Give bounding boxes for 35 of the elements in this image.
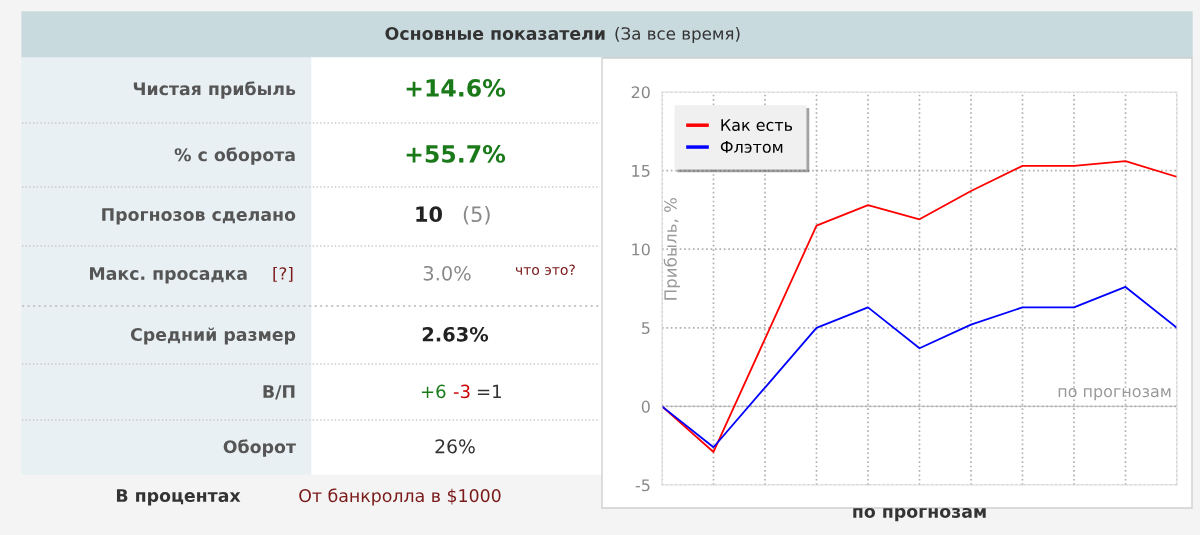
text: Оборот <box>223 439 296 457</box>
text: В/П <box>263 385 295 400</box>
text: +14.6% <box>406 78 506 97</box>
x-axis-title: по прогнозам <box>853 507 986 522</box>
y-tick-label: 5 <box>641 322 650 335</box>
text: =1 <box>477 384 501 398</box>
annotation: по прогнозам <box>1058 388 1171 401</box>
y-axis-title: Прибыль, % <box>663 197 681 300</box>
text: Средний размер <box>130 327 296 345</box>
text: 3.0% <box>423 265 471 281</box>
y-tick-label: 20 <box>631 86 650 99</box>
legend-label: Как есть <box>721 119 793 132</box>
text: 2.63% <box>422 326 489 342</box>
text: 26% <box>435 439 475 454</box>
text: Прогнозов сделано <box>102 208 296 225</box>
legend-label: Флэтом <box>720 141 783 153</box>
text: В процентах <box>116 489 241 506</box>
text: что это? <box>516 264 575 276</box>
text: Чистая прибыль <box>133 81 296 99</box>
text: [?] <box>273 266 293 282</box>
y-tick-label: -5 <box>635 479 650 492</box>
text: +55.7% <box>406 144 506 163</box>
text: Основные показатели <box>385 26 605 41</box>
text: % с оборота <box>174 147 295 165</box>
line-series <box>662 160 1177 453</box>
text: Макс. просадка <box>90 267 247 284</box>
text: -3 <box>453 384 470 399</box>
y-tick-label: 10 <box>632 243 650 256</box>
text: (За все время) <box>615 26 740 44</box>
text: (5) <box>463 205 490 225</box>
y-tick-label: 0 <box>641 400 650 413</box>
text: От банкролла в $1000 <box>299 488 501 506</box>
y-tick-label: 15 <box>632 165 650 177</box>
text: 10 <box>416 206 442 223</box>
text: +6 <box>421 384 446 399</box>
